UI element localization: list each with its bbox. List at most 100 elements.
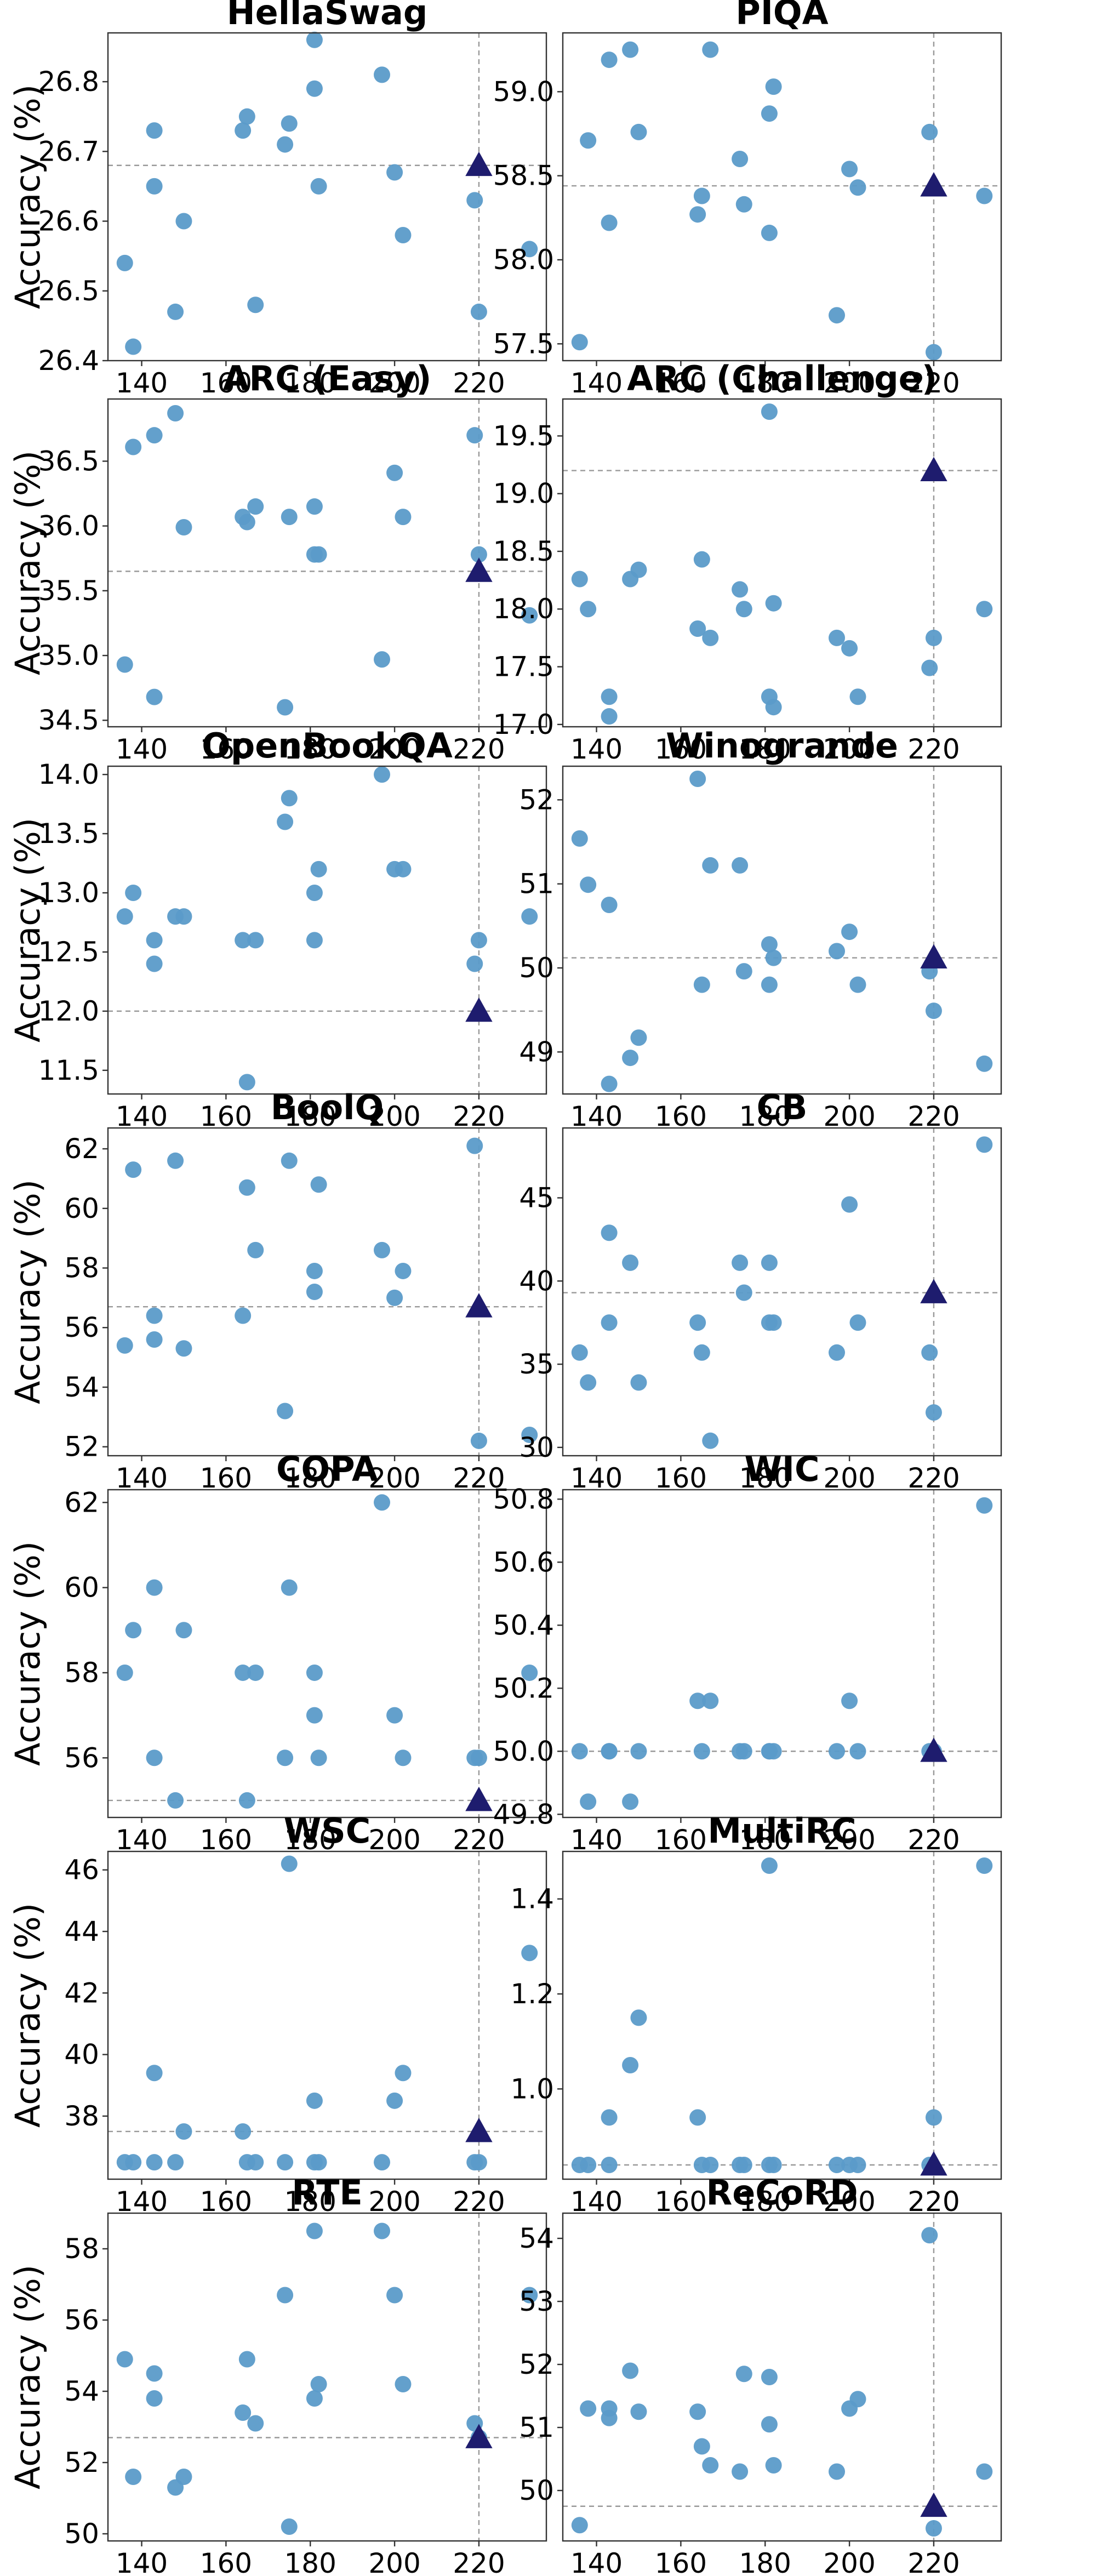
data-point	[630, 123, 647, 140]
x-tick-label: 160	[200, 733, 252, 765]
data-point	[281, 509, 298, 526]
data-point	[761, 1254, 778, 1271]
data-point	[125, 1161, 142, 1178]
data-point	[849, 2391, 866, 2408]
chart-arc-challenge: ARC (Challenge)140 160 180 200 22017.017.518…	[493, 358, 1002, 765]
data-point	[374, 2222, 390, 2239]
data-point	[571, 2517, 588, 2534]
highlight-triangle-marker	[465, 2117, 493, 2142]
data-point	[175, 519, 192, 535]
data-point	[735, 601, 752, 618]
chart-openbookqa: OpenBookQA 140 160 180 200 220 11.5 12.0 12.5 13.…	[8, 726, 547, 1132]
data-point	[765, 1743, 782, 1760]
y-tick-label: 26.6	[38, 206, 99, 237]
data-point	[175, 213, 192, 230]
y-tick-label: 18.5	[493, 535, 554, 567]
data-point	[571, 1344, 588, 1361]
y-tick-label: 18.0	[493, 593, 554, 625]
data-point	[470, 1749, 487, 1766]
data-point	[277, 136, 294, 153]
data-point	[125, 338, 142, 355]
data-point	[310, 546, 327, 563]
data-point	[310, 1176, 327, 1193]
plot-frame	[107, 2212, 547, 2542]
data-point	[306, 1284, 323, 1300]
data-point	[976, 1857, 993, 1874]
y-tick-label: 17.0	[493, 709, 554, 740]
data-point	[247, 2415, 264, 2432]
data-point	[601, 52, 618, 69]
data-point	[306, 2222, 323, 2239]
x-tick-label: 180	[739, 2547, 791, 2576]
data-point	[235, 1664, 252, 1681]
data-point	[470, 303, 487, 320]
y-tick-label: 35.5	[38, 575, 99, 607]
y-tick-label: 19.0	[493, 478, 554, 510]
chart-rte: RTE 140 160 180 200 220 50 52 54 56 58 Accuracy (%)…	[8, 2173, 547, 2576]
highlight-triangle-marker	[465, 557, 493, 582]
data-point	[466, 427, 483, 444]
data-point	[116, 1337, 133, 1354]
y-axis-label: Accuracy (%)	[8, 818, 48, 1042]
x-tick-label: 160	[655, 1824, 707, 1856]
data-point	[306, 2390, 323, 2407]
data-point	[849, 1314, 866, 1331]
data-point	[175, 1340, 192, 1357]
data-point	[466, 1137, 483, 1154]
y-tick-label: 50	[519, 952, 554, 984]
y-tick-label: 40	[519, 1265, 554, 1297]
plot-frame	[107, 1489, 547, 1819]
data-point	[386, 2287, 403, 2304]
y-tick-label: 12.0	[38, 995, 99, 1027]
x-tick-label: 140	[570, 367, 623, 399]
y-tick-label: 1.2	[510, 1978, 554, 2010]
x-tick-label: 220	[907, 1824, 960, 1856]
data-point	[146, 2390, 163, 2407]
data-point	[521, 1945, 538, 1962]
data-point	[689, 1692, 706, 1709]
y-tick-label: 50.4	[493, 1609, 554, 1641]
x-tick-label: 220	[907, 1101, 960, 1132]
data-point	[921, 1344, 938, 1361]
data-point	[125, 438, 142, 455]
highlight-triangle-marker	[465, 997, 493, 1022]
data-point	[693, 1344, 710, 1361]
data-point	[976, 2463, 993, 2480]
data-point	[761, 224, 778, 241]
x-tick-label: 220	[453, 733, 505, 765]
plot-frame	[562, 765, 1002, 1095]
data-point	[841, 924, 858, 941]
data-point	[247, 2154, 264, 2171]
y-tick-label: 30	[519, 1432, 554, 1463]
y-tick-label: 50	[64, 2518, 99, 2550]
data-point	[580, 2157, 597, 2173]
data-point	[386, 164, 403, 181]
plot-frame	[107, 1850, 547, 2180]
data-point	[601, 688, 618, 705]
data-point	[167, 1152, 184, 1169]
x-tick-label: 140	[116, 2547, 168, 2576]
data-point	[735, 963, 752, 980]
data-point	[689, 2109, 706, 2126]
x-tick-label: 160	[200, 367, 252, 399]
data-point	[374, 651, 390, 668]
x-tick-label: 180	[284, 2186, 336, 2218]
y-tick-label: 56	[64, 1742, 99, 1774]
y-tick-label: 51	[519, 868, 554, 900]
x-tick-label: 200	[823, 1101, 875, 1132]
data-point	[761, 976, 778, 993]
chart-cb: CB 140 160 180 200 220 30 35 40 45	[519, 1087, 1002, 1494]
chart-winogrande: Winogrande 140 160 180 200 220 49 50 51 52	[519, 726, 1002, 1132]
y-tick-label: 35	[519, 1348, 554, 1380]
chart-title-copa: COPA	[276, 1449, 378, 1489]
data-point	[976, 1497, 993, 1514]
data-point	[829, 1743, 845, 1760]
data-point	[976, 187, 993, 204]
y-tick-label: 40	[64, 2039, 99, 2071]
y-tick-label: 58.0	[493, 244, 554, 276]
x-tick-label: 140	[116, 1101, 168, 1132]
data-point	[925, 1404, 942, 1421]
data-point	[702, 41, 719, 58]
y-tick-label: 11.5	[38, 1055, 99, 1086]
x-tick-label: 220	[453, 1462, 505, 1494]
